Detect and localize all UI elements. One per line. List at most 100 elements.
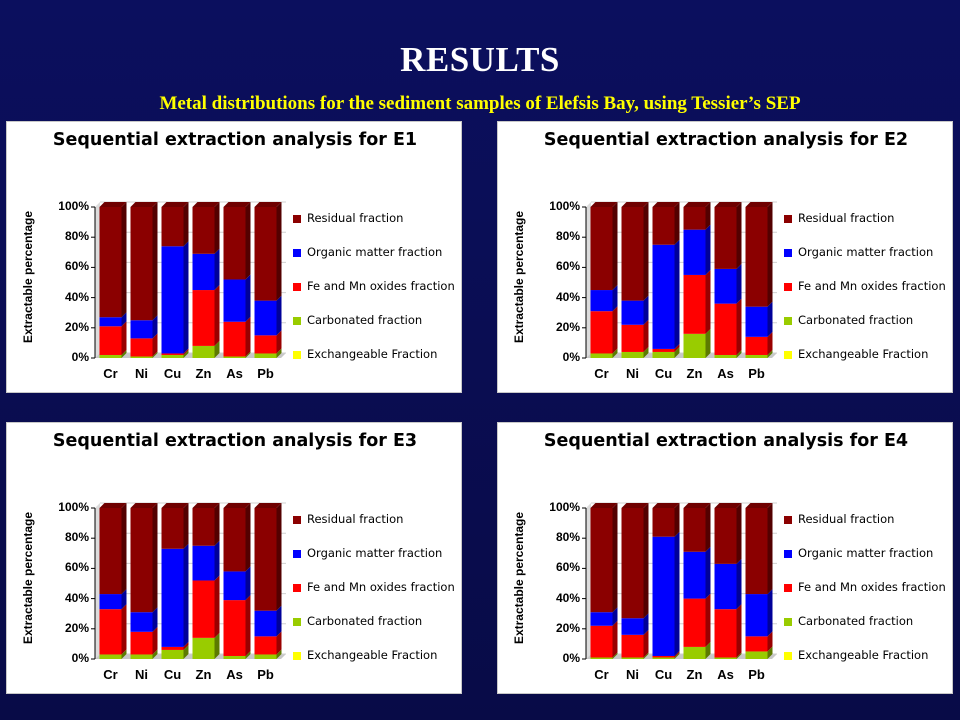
bar-segment-carbonated-fractioncr (99, 354, 122, 358)
bar-segment-fe-and-mn-oxides-fractioncu (652, 655, 675, 658)
legend-label: Residual fraction (798, 512, 895, 526)
x-category-label: Cu (654, 366, 673, 381)
bar-segment-carbonated-fractionni (130, 654, 153, 659)
legend-swatch (784, 249, 792, 257)
bar-segment-residual-fractioncu-side (183, 503, 189, 549)
x-category-label: Zn (686, 366, 703, 381)
legend-label: Fe and Mn oxides fraction (798, 580, 946, 594)
x-category-label: Pb (748, 667, 765, 682)
legend-label: Residual fraction (307, 512, 404, 526)
y-tick-label: 80% (555, 530, 580, 545)
bar-segment-organic-matter-fractionas (714, 563, 737, 610)
bar-segment-organic-matter-fractioncr-side (612, 285, 618, 312)
bar-segment-fe-and-mn-oxides-fractioncu-side (183, 348, 189, 355)
x-category-label: Cr (103, 667, 118, 682)
bar-segment-organic-matter-fractionni-side (643, 613, 649, 635)
chart-title: Sequential extraction analysis for E4 (543, 431, 909, 451)
bar-top-cap (223, 503, 251, 508)
bar-segment-residual-fractionas-side (736, 503, 742, 564)
bar-segment-carbonated-fractionni (621, 657, 644, 659)
legend-swatch (784, 652, 792, 660)
bar-segment-carbonated-fractioncu-side (674, 346, 680, 358)
bar-segment-fe-and-mn-oxides-fractionpb (745, 636, 768, 652)
bar-segment-carbonated-fractioncr-side (612, 652, 618, 659)
bar-top-cap (161, 202, 189, 207)
legend-label: Organic matter fraction (307, 245, 443, 259)
plot-side-wall (95, 503, 100, 659)
x-category-label: Zn (195, 667, 212, 682)
bar-segment-carbonated-fractionzn-side (214, 632, 220, 659)
bar-segment-fe-and-mn-oxides-fractionzn (683, 598, 706, 647)
bar-segment-carbonated-fractionpb-side (767, 349, 773, 358)
legend-swatch (784, 283, 792, 291)
bar-segment-carbonated-fractionni-side (643, 346, 649, 358)
legend-swatch (784, 550, 792, 558)
bar-segment-residual-fractioncr-side (121, 503, 127, 595)
bar-segment-carbonated-fractionas (714, 657, 737, 659)
bar-segment-residual-fractionas-side (736, 202, 742, 269)
bar-segment-carbonated-fractionas-side (245, 351, 251, 358)
bar-segment-residual-fractionas-side (245, 202, 251, 280)
bar-top-cap (621, 503, 649, 508)
legend-swatch (293, 351, 301, 359)
chart-title: Sequential extraction analysis for E3 (52, 431, 418, 451)
bar-segment-fe-and-mn-oxides-fractionni-side (152, 333, 158, 357)
x-category-label: As (226, 667, 243, 682)
bar-segment-organic-matter-fractionzn-side (214, 540, 220, 581)
bar-segment-fe-and-mn-oxides-fractionzn-side (214, 575, 220, 638)
legend-swatch (293, 618, 301, 626)
bar-segment-organic-matter-fractionas (714, 268, 737, 304)
chart-plot (91, 201, 286, 359)
bar-segment-fe-and-mn-oxides-fractioncu (161, 353, 184, 355)
x-category-label: As (717, 667, 734, 682)
bar-segment-fe-and-mn-oxides-fractionpb-side (276, 330, 282, 354)
bar-segment-organic-matter-fractionni (130, 320, 153, 339)
bar-segment-fe-and-mn-oxides-fractionas-side (736, 604, 742, 658)
slide-title: RESULTS (400, 40, 560, 79)
chart-plot (582, 502, 777, 660)
bar-segment-organic-matter-fractionpb-side (767, 301, 773, 337)
bar-segment-organic-matter-fractionzn-side (214, 248, 220, 291)
chart-panel-e4: Sequential extraction analysis for E4 Ex… (497, 422, 953, 694)
bar-segment-fe-and-mn-oxides-fractionpb-side (767, 331, 773, 355)
plot-side-wall (95, 202, 100, 358)
bar-segment-residual-fractionpb (745, 508, 768, 595)
bar-segment-residual-fractioncu-side (183, 202, 189, 247)
chart-title: Sequential extraction analysis for E2 (543, 130, 909, 150)
legend-label: Carbonated fraction (798, 614, 914, 628)
bar-segment-organic-matter-fractionzn (683, 551, 706, 599)
legend-label: Fe and Mn oxides fraction (798, 279, 946, 293)
bar-segment-residual-fractionni (621, 508, 644, 619)
bar-segment-carbonated-fractioncr-side (121, 649, 127, 659)
bar-segment-organic-matter-fractionni-side (643, 295, 649, 325)
bar-top-cap (745, 202, 773, 207)
bar-segment-organic-matter-fractioncr (590, 290, 613, 312)
bar-segment-residual-fractioncu (652, 508, 675, 537)
bar-segment-fe-and-mn-oxides-fractionas (223, 321, 246, 357)
bar-top-cap (714, 202, 742, 207)
bar-segment-fe-and-mn-oxides-fractionpb-side (276, 631, 282, 655)
bar-segment-residual-fractionas (714, 207, 737, 269)
bar-segment-organic-matter-fractionzn-side (705, 224, 711, 275)
x-category-label: Pb (748, 366, 765, 381)
bar-segment-residual-fractionni-side (152, 202, 158, 321)
bar-segment-fe-and-mn-oxides-fractionni-side (152, 626, 158, 655)
x-category-label: Cu (163, 667, 182, 682)
bar-segment-organic-matter-fractioncu (161, 246, 184, 354)
bar-segment-organic-matter-fractionpb-side (767, 589, 773, 637)
bar-segment-carbonated-fractionpb (745, 651, 768, 659)
bar-segment-carbonated-fractionzn (192, 345, 215, 358)
bar-segment-carbonated-fractionpb-side (767, 646, 773, 659)
bar-segment-residual-fractioncr-side (121, 202, 127, 318)
bar-top-cap (192, 202, 220, 207)
bar-segment-residual-fractioncu-side (674, 202, 680, 245)
legend-swatch (784, 584, 792, 592)
bar-segment-carbonated-fractionas-side (736, 349, 742, 358)
bar-segment-carbonated-fractionpb (254, 654, 277, 659)
bar-top-cap (192, 503, 220, 508)
bar-segment-residual-fractionpb (254, 508, 277, 611)
bar-segment-organic-matter-fractionzn-side (705, 546, 711, 599)
legend-label: Exchangeable Fraction (798, 648, 929, 662)
legend-label: Residual fraction (307, 211, 404, 225)
y-tick-label: 40% (64, 289, 89, 304)
